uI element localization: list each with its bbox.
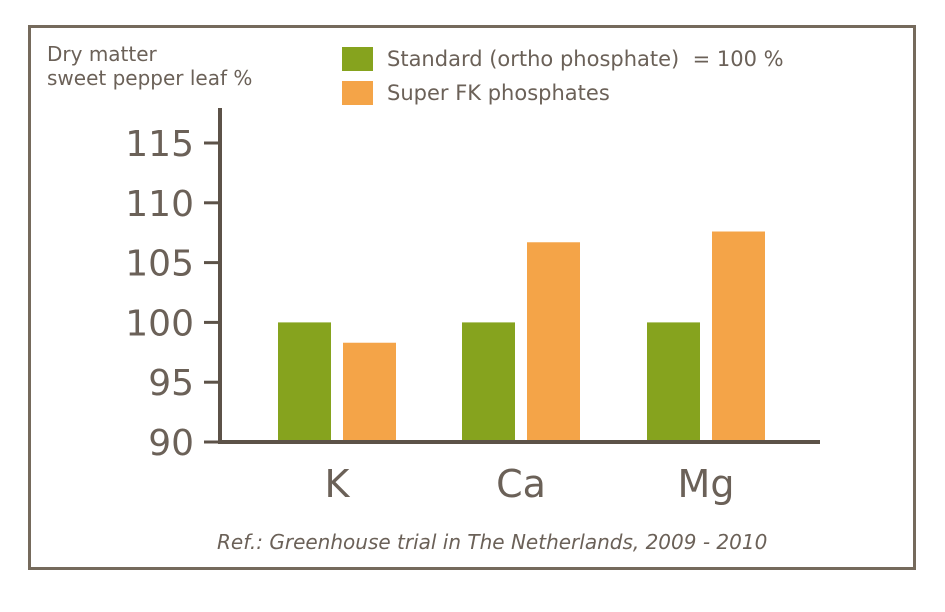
footnote-reference: Ref.: Greenhouse trial in The Netherland…	[217, 530, 768, 554]
y-tick-label-105: 105	[125, 244, 194, 285]
bar-mg-super-fk	[712, 231, 765, 442]
y-axis-title-line-2: sweet pepper leaf %	[47, 66, 253, 90]
bar-mg-standard	[647, 322, 700, 442]
y-tick-label-110: 110	[125, 184, 194, 225]
legend-item-super-fk: Super FK phosphates	[342, 76, 784, 110]
legend: Standard (ortho phosphate) = 100 % Super…	[342, 42, 784, 110]
legend-label-super-fk: Super FK phosphates	[387, 81, 610, 105]
bar-k-super-fk	[343, 342, 396, 442]
bar-k-standard	[278, 322, 331, 442]
y-tick-label-95: 95	[148, 363, 194, 404]
y-tick-label-115: 115	[125, 124, 194, 165]
legend-label-standard: Standard (ortho phosphate) = 100 %	[387, 47, 784, 71]
y-axis-title-line-1: Dry matter	[47, 42, 157, 66]
chart-frame	[28, 25, 916, 570]
y-tick-label-100: 100	[125, 303, 194, 344]
y-tick-label-90: 90	[148, 423, 194, 464]
x-tick-label-ca: Ca	[496, 462, 546, 506]
legend-swatch-standard	[342, 47, 373, 71]
x-tick-label-mg: Mg	[678, 462, 735, 506]
y-axis-title: Dry matter sweet pepper leaf %	[47, 42, 252, 90]
bar-ca-standard	[462, 322, 515, 442]
legend-item-standard: Standard (ortho phosphate) = 100 %	[342, 42, 784, 76]
x-tick-label-k: K	[325, 462, 351, 506]
legend-swatch-super-fk	[342, 81, 373, 105]
bar-ca-super-fk	[527, 242, 580, 442]
